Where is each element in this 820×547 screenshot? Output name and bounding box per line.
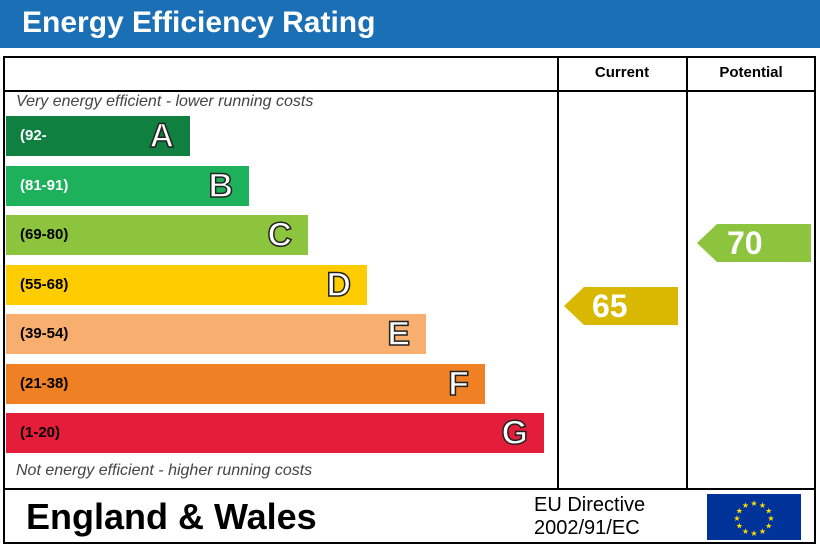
band-letter: F	[447, 364, 469, 404]
band-b: (81-91) B	[6, 165, 249, 206]
band-f: (21-38) F	[6, 363, 485, 404]
column-header-potential: Potential	[719, 64, 783, 81]
band-letter: E	[387, 314, 411, 354]
page-title: Energy Efficiency Rating	[22, 6, 376, 39]
eu-star-icon: ★	[765, 507, 772, 516]
band-c: (69-80) C	[6, 215, 308, 255]
eu-star-icon: ★	[759, 501, 766, 510]
eu-star-icon: ★	[742, 527, 749, 536]
eu-star-icon: ★	[750, 529, 757, 538]
band-letter: D	[326, 265, 352, 305]
band-range-label: (92-	[20, 127, 47, 144]
band-range-label: (55-68)	[20, 275, 69, 293]
band-d: (55-68) D	[6, 264, 367, 305]
eu-star-icon: ★	[736, 522, 743, 531]
directive-line-1: EU Directive	[534, 494, 646, 516]
top-note: Very energy efficient - lower running co…	[16, 93, 314, 110]
directive-line-2: 2002/91/EC	[534, 517, 640, 539]
eu-star-icon: ★	[742, 501, 749, 510]
header-divider	[5, 90, 814, 92]
title-bar: Energy Efficiency Rating	[0, 0, 820, 48]
rating-table	[3, 56, 816, 544]
footer-divider	[5, 488, 814, 490]
band-letter: A	[149, 116, 175, 156]
eu-flag-icon: ★ ★ ★ ★ ★ ★ ★ ★ ★ ★ ★ ★	[707, 494, 801, 540]
eu-star-icon: ★	[733, 514, 740, 523]
band-letter: C	[267, 215, 293, 255]
potential-rating-value: 70	[727, 225, 763, 261]
column-divider-current	[557, 58, 559, 490]
column-header-current: Current	[594, 64, 650, 81]
band-a: (92- A	[6, 116, 190, 156]
eu-star-icon: ★	[765, 522, 772, 531]
eu-star-icon: ★	[767, 514, 774, 523]
band-range-label: (81-91)	[20, 176, 69, 194]
column-divider-potential	[686, 58, 688, 490]
eu-star-icon: ★	[736, 507, 743, 516]
region-label: England & Wales	[26, 496, 317, 537]
band-range-label: (1-20)	[20, 424, 61, 441]
current-rating-value: 65	[592, 287, 628, 324]
band-letter: B	[208, 166, 234, 206]
bottom-note: Not energy efficient - higher running co…	[16, 462, 313, 479]
band-range-label: (21-38)	[20, 374, 69, 392]
band-range-label: (39-54)	[20, 325, 69, 342]
eu-star-icon: ★	[759, 527, 766, 536]
band-e: (39-54) E	[6, 314, 426, 354]
band-letter: G	[501, 413, 529, 453]
eu-star-icon: ★	[750, 499, 757, 508]
band-range-label: (69-80)	[20, 226, 69, 243]
band-g: (1-20) G	[6, 413, 544, 453]
